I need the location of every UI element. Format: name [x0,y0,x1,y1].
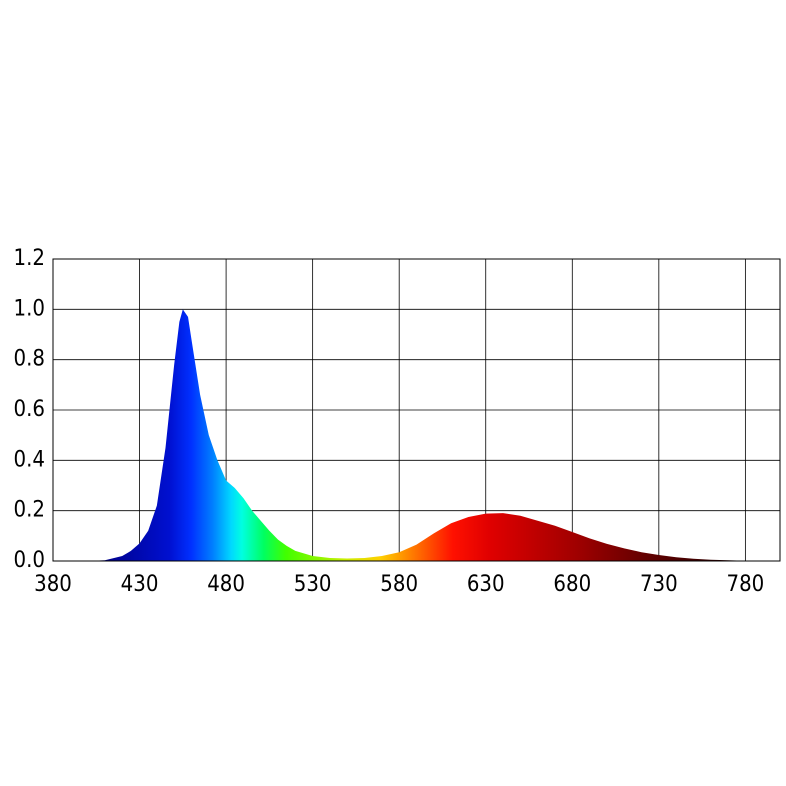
y-tick-label: 0.2 [14,498,45,523]
x-tick-label: 430 [121,572,159,597]
spectrum-area [87,309,763,561]
x-tick-label: 780 [726,572,764,597]
y-tick-label: 0.8 [14,347,45,372]
y-tick-label: 0.4 [14,447,45,472]
x-tick-label: 680 [553,572,591,597]
plot-frame [52,258,781,562]
y-tick-label: 1.2 [14,246,45,271]
x-tick-label: 580 [380,572,418,597]
x-tick-label: 730 [640,572,678,597]
y-tick-label: 0.0 [14,548,45,573]
y-tick-label: 1.0 [14,296,45,321]
y-tick-label: 0.6 [14,397,45,422]
x-tick-label: 380 [34,572,72,597]
x-tick-label: 630 [467,572,505,597]
x-tick-label: 480 [207,572,245,597]
x-tick-label: 530 [294,572,332,597]
